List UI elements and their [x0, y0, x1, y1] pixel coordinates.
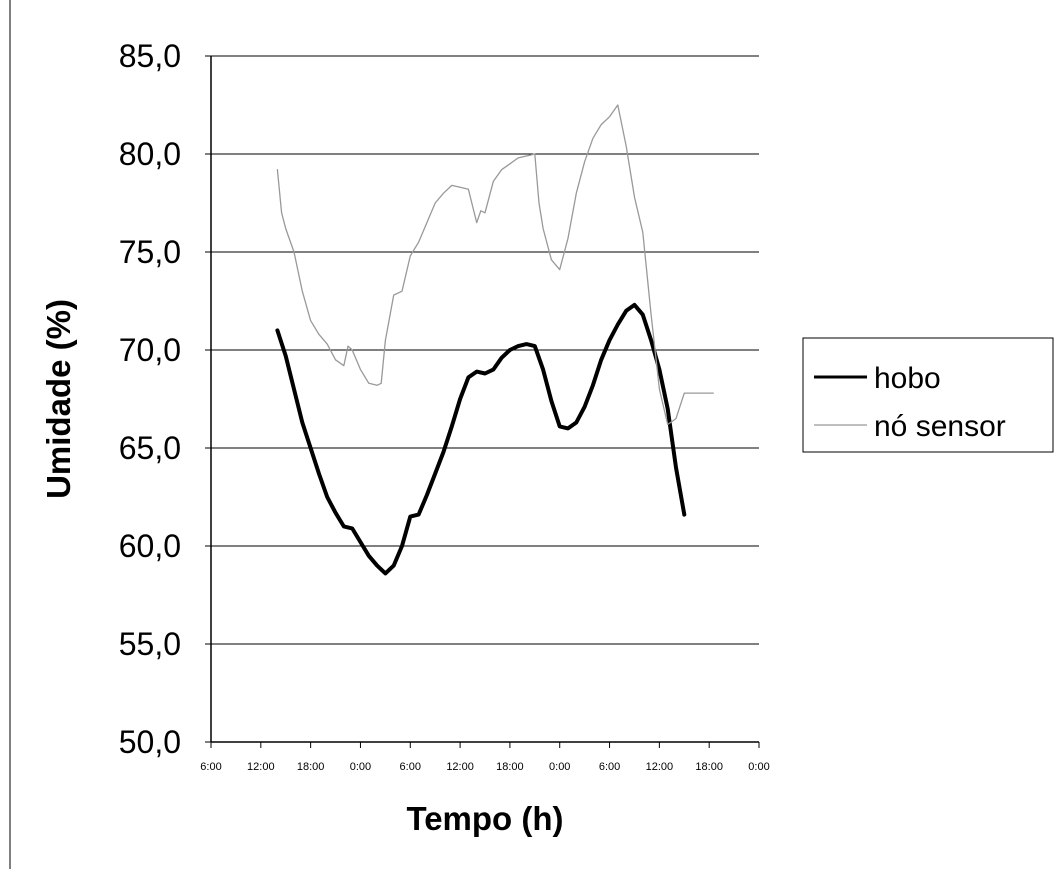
y-tick-label: 65,0 [119, 430, 181, 466]
x-tick-labels: 6:00 12:00 18:00 0:00 6:00 12:00 18:00 0:00 6:00… [200, 742, 770, 773]
series-lines [275, 104, 714, 576]
y-tick-label: 70,0 [119, 332, 181, 368]
legend-label-no-sensor: nó sensor [874, 410, 1006, 443]
x-tick-label: 6:00 [400, 761, 421, 773]
y-tick-label: 60,0 [119, 528, 181, 564]
series-line-hobo [275, 302, 687, 576]
y-tick-label: 50,0 [119, 724, 181, 760]
x-tick-label: 6:00 [599, 761, 620, 773]
x-tick-label: 18:00 [695, 761, 723, 773]
legend-box [802, 337, 1054, 453]
y-axis-title: Umidade (%) [40, 299, 77, 499]
x-tick-label: 12:00 [446, 761, 474, 773]
x-tick-label: 12:00 [646, 761, 674, 773]
y-tick-label: 55,0 [119, 626, 181, 662]
legend: hobo nó sensor [802, 337, 1054, 453]
x-tick-label: 18:00 [496, 761, 524, 773]
y-tick-label: 75,0 [119, 234, 181, 270]
x-tick-label: 0:00 [549, 761, 570, 773]
y-tick-labels: 50,0 55,0 60,0 65,0 70,0 75,0 80,0 85,0 [119, 38, 211, 760]
axes [210, 56, 759, 743]
x-tick-label: 6:00 [200, 761, 221, 773]
x-tick-label: 0:00 [748, 761, 769, 773]
legend-label-hobo: hobo [874, 362, 941, 395]
x-tick-label: 12:00 [247, 761, 275, 773]
gridlines [211, 55, 759, 645]
y-tick-label: 85,0 [119, 38, 181, 74]
y-tick-label: 80,0 [119, 136, 181, 172]
x-tick-label: 0:00 [350, 761, 371, 773]
series-line-no-sensor [276, 104, 714, 426]
x-tick-label: 18:00 [297, 761, 325, 773]
x-axis-title: Tempo (h) [406, 800, 563, 837]
